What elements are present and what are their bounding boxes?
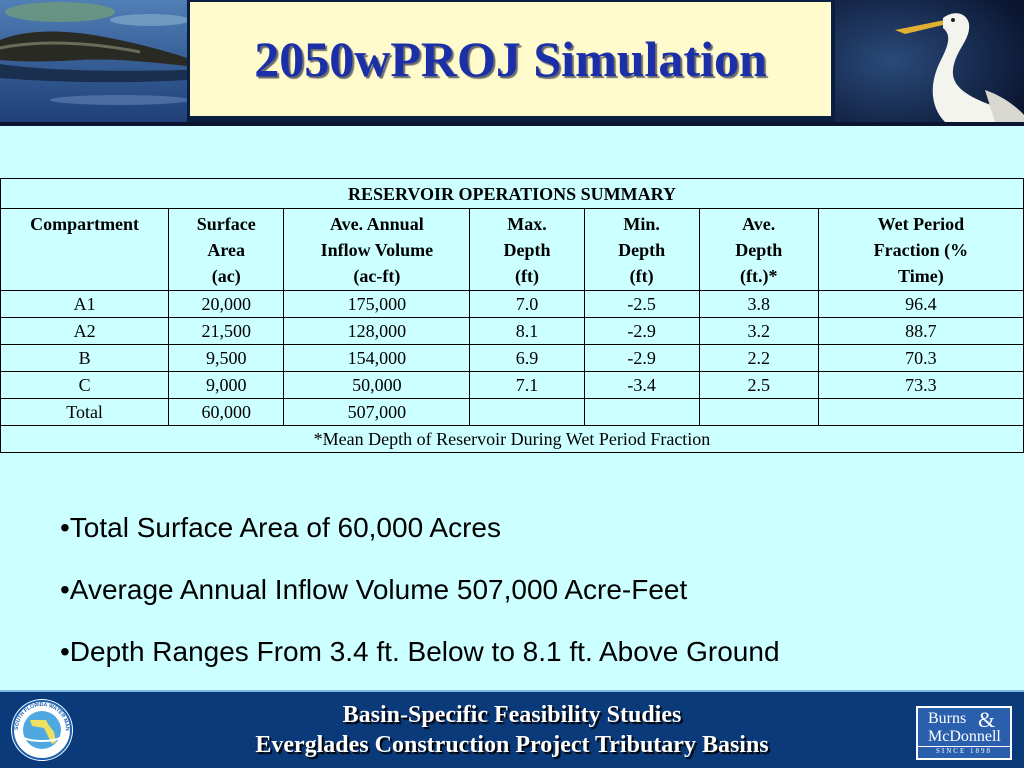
column-header-line: (ac-ft) bbox=[353, 266, 401, 286]
logo-burns-text: Burns bbox=[928, 710, 967, 727]
column-header-line: (ft.)* bbox=[739, 266, 778, 286]
table-caption: RESERVOIR OPERATIONS SUMMARY bbox=[0, 178, 1024, 209]
table-cell: 2.2 bbox=[698, 344, 819, 372]
table-cell: 2.5 bbox=[698, 371, 819, 399]
table-cell: Total bbox=[0, 398, 170, 426]
header-band: 2050wPROJ Simulation bbox=[0, 0, 1024, 126]
title-box: 2050wPROJ Simulation bbox=[188, 0, 833, 118]
table-cell: A1 bbox=[0, 290, 170, 318]
table-cell: B bbox=[0, 344, 170, 372]
column-header-line: Max. bbox=[507, 214, 547, 234]
column-header: Max. Depth (ft) bbox=[469, 208, 585, 291]
bullet-item: •Depth Ranges From 3.4 ft. Below to 8.1 … bbox=[60, 636, 780, 667]
table-cell: 128,000 bbox=[283, 317, 471, 345]
column-header: Min. Depth (ft) bbox=[583, 208, 700, 291]
table-cell: -2.9 bbox=[583, 344, 700, 372]
table-cell: 9,000 bbox=[168, 371, 285, 399]
column-header-line: Wet Period bbox=[877, 214, 965, 234]
table-row: Total 60,000 507,000 bbox=[0, 398, 1024, 426]
table-cell: 154,000 bbox=[283, 344, 471, 372]
table-cell: 96.4 bbox=[817, 290, 1024, 318]
column-header-line: Surface bbox=[196, 214, 256, 234]
table-cell: -3.4 bbox=[583, 371, 700, 399]
column-header: Wet Period Fraction (% Time) bbox=[817, 208, 1024, 291]
bullet-item: •Total Surface Area of 60,000 Acres bbox=[60, 512, 501, 543]
table-caption-row: RESERVOIR OPERATIONS SUMMARY bbox=[0, 178, 1024, 209]
table-cell: 3.8 bbox=[698, 290, 819, 318]
table-row: A2 21,500 128,000 8.1 -2.9 3.2 88.7 bbox=[0, 317, 1024, 345]
header-divider bbox=[0, 122, 1024, 126]
table-cell: -2.9 bbox=[583, 317, 700, 345]
table-cell: 7.1 bbox=[469, 371, 585, 399]
table-cell: 73.3 bbox=[817, 371, 1024, 399]
table-cell: -2.5 bbox=[583, 290, 700, 318]
table-cell bbox=[583, 398, 700, 426]
table-cell bbox=[698, 398, 819, 426]
column-header: Surface Area (ac) bbox=[168, 208, 285, 291]
table-cell: 7.0 bbox=[469, 290, 585, 318]
egret-photo bbox=[835, 0, 1024, 122]
column-header-line: Depth bbox=[618, 240, 666, 260]
table-header-row: Compartment Surface Area (ac) Ave. Annual Inf… bbox=[0, 208, 1024, 291]
table-cell: A2 bbox=[0, 317, 170, 345]
column-header-line: Min. bbox=[623, 214, 660, 234]
footer-subtitle: Everglades Construction Project Tributar… bbox=[255, 732, 769, 758]
logo-ampersand: & bbox=[978, 707, 996, 732]
district-seal-logo: SOUTH FLORIDA WATER MANAGEMENT DISTRICT bbox=[8, 694, 74, 762]
burns-mcdonnell-logo: Burns & McDonnell SINCE 1898 bbox=[916, 706, 1012, 760]
table-footnote-row: *Mean Depth of Reservoir During Wet Peri… bbox=[0, 425, 1024, 453]
column-header-line: (ft) bbox=[629, 266, 654, 286]
logo-mcdonnell-text: McDonnell bbox=[928, 728, 1001, 745]
table-row: B 9,500 154,000 6.9 -2.9 2.2 70.3 bbox=[0, 344, 1024, 372]
footer-title: Basin-Specific Feasibility Studies bbox=[342, 702, 682, 728]
column-header-line: Depth bbox=[503, 240, 551, 260]
table-cell bbox=[817, 398, 1024, 426]
table-footnote: *Mean Depth of Reservoir During Wet Peri… bbox=[0, 425, 1024, 453]
table-cell: 88.7 bbox=[817, 317, 1024, 345]
table-cell bbox=[469, 398, 585, 426]
table-cell: 8.1 bbox=[469, 317, 585, 345]
column-header-line: Ave. bbox=[742, 214, 776, 234]
column-header: Ave. Annual Inflow Volume (ac-ft) bbox=[283, 208, 471, 291]
table-cell: 21,500 bbox=[168, 317, 285, 345]
bullet-list: •Total Surface Area of 60,000 Acres •Ave… bbox=[60, 508, 1000, 694]
table-cell: 60,000 bbox=[168, 398, 285, 426]
column-header-line: Compartment bbox=[30, 214, 140, 234]
table-cell: 3.2 bbox=[698, 317, 819, 345]
table-cell: 507,000 bbox=[283, 398, 471, 426]
column-header: Ave. Depth (ft.)* bbox=[698, 208, 819, 291]
column-header-line: (ft) bbox=[515, 266, 539, 286]
column-header-line: Inflow Volume bbox=[320, 240, 434, 260]
column-header-line: Depth bbox=[735, 240, 783, 260]
table-cell: 20,000 bbox=[168, 290, 285, 318]
column-header-line: (ac) bbox=[211, 266, 241, 286]
column-header-line: Time) bbox=[898, 266, 944, 286]
table-cell: 175,000 bbox=[283, 290, 471, 318]
page-title: 2050wPROJ Simulation bbox=[254, 31, 767, 87]
alligator-photo bbox=[0, 0, 187, 122]
column-header: Compartment bbox=[0, 208, 170, 291]
logo-since-text: SINCE 1898 bbox=[918, 746, 1010, 755]
table-cell: 50,000 bbox=[283, 371, 471, 399]
table-cell: C bbox=[0, 371, 170, 399]
column-header-line: Area bbox=[207, 240, 246, 260]
table-cell: 70.3 bbox=[817, 344, 1024, 372]
bullet-item: •Average Annual Inflow Volume 507,000 Ac… bbox=[60, 574, 688, 605]
table-row: A1 20,000 175,000 7.0 -2.5 3.8 96.4 bbox=[0, 290, 1024, 318]
reservoir-summary-table: RESERVOIR OPERATIONS SUMMARY Compartment… bbox=[0, 178, 1024, 453]
table-cell: 9,500 bbox=[168, 344, 285, 372]
table-row: C 9,000 50,000 7.1 -3.4 2.5 73.3 bbox=[0, 371, 1024, 399]
column-header-line: Fraction (% bbox=[873, 240, 969, 260]
table-cell: 6.9 bbox=[469, 344, 585, 372]
footer-band: SOUTH FLORIDA WATER MANAGEMENT DISTRICT … bbox=[0, 690, 1024, 768]
column-header-line: Ave. Annual bbox=[330, 214, 424, 234]
